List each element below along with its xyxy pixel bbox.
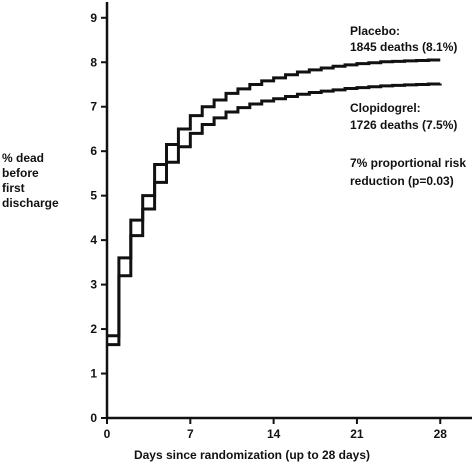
x-tick-label-7: 7 [187, 427, 194, 441]
annotation-risk-line-2: reduction (p=0.03) [350, 174, 454, 188]
y-tick-label-5: 5 [90, 189, 97, 203]
y-tick-label-0: 0 [90, 411, 97, 425]
y-tick-label-9: 9 [90, 11, 97, 25]
y-tick-label-7: 7 [90, 100, 97, 114]
series-line-clopidogrel [107, 82, 442, 347]
x-axis-title: Days since randomization (up to 28 days) [134, 448, 370, 462]
y-axis-title-line-3: first [2, 181, 25, 195]
annotation-clopidogrel-line-1: Clopidogrel: [350, 101, 421, 115]
y-tick-label-1: 1 [90, 367, 97, 381]
annotation-risk-line-1: 7% proportional risk [350, 156, 466, 170]
y-axis-title: % dead before first discharge [2, 151, 59, 210]
annotation-clopidogrel: Clopidogrel: 1726 deaths (7.5%) [350, 101, 457, 132]
annotation-placebo: Placebo: 1845 deaths (8.1%) [350, 24, 457, 54]
x-tick-label-14: 14 [267, 427, 281, 441]
annotation-placebo-line-1: Placebo: [350, 24, 400, 38]
y-tick-label-6: 6 [90, 144, 97, 158]
x-tick-label-21: 21 [350, 427, 364, 441]
x-tick-label-28: 28 [434, 427, 448, 441]
annotation-placebo-line-2: 1845 deaths (8.1%) [350, 40, 457, 54]
axes [105, 2, 472, 420]
y-axis-title-line-4: discharge [2, 196, 59, 210]
y-axis-title-line-1: % dead [2, 151, 44, 165]
y-ticks: 0 1 2 3 4 5 6 7 8 9 [90, 11, 107, 425]
x-ticks: 0 7 14 21 28 [104, 418, 448, 441]
annotation-risk-reduction: 7% proportional risk reduction (p=0.03) [350, 156, 466, 188]
y-tick-label-3: 3 [90, 278, 97, 292]
y-axis-title-line-2: before [2, 166, 39, 180]
x-tick-label-0: 0 [104, 427, 111, 441]
series [107, 58, 442, 347]
y-tick-label-4: 4 [90, 233, 97, 247]
y-tick-label-2: 2 [90, 322, 97, 336]
y-tick-label-8: 8 [90, 55, 97, 69]
annotation-clopidogrel-line-2: 1726 deaths (7.5%) [350, 118, 457, 132]
